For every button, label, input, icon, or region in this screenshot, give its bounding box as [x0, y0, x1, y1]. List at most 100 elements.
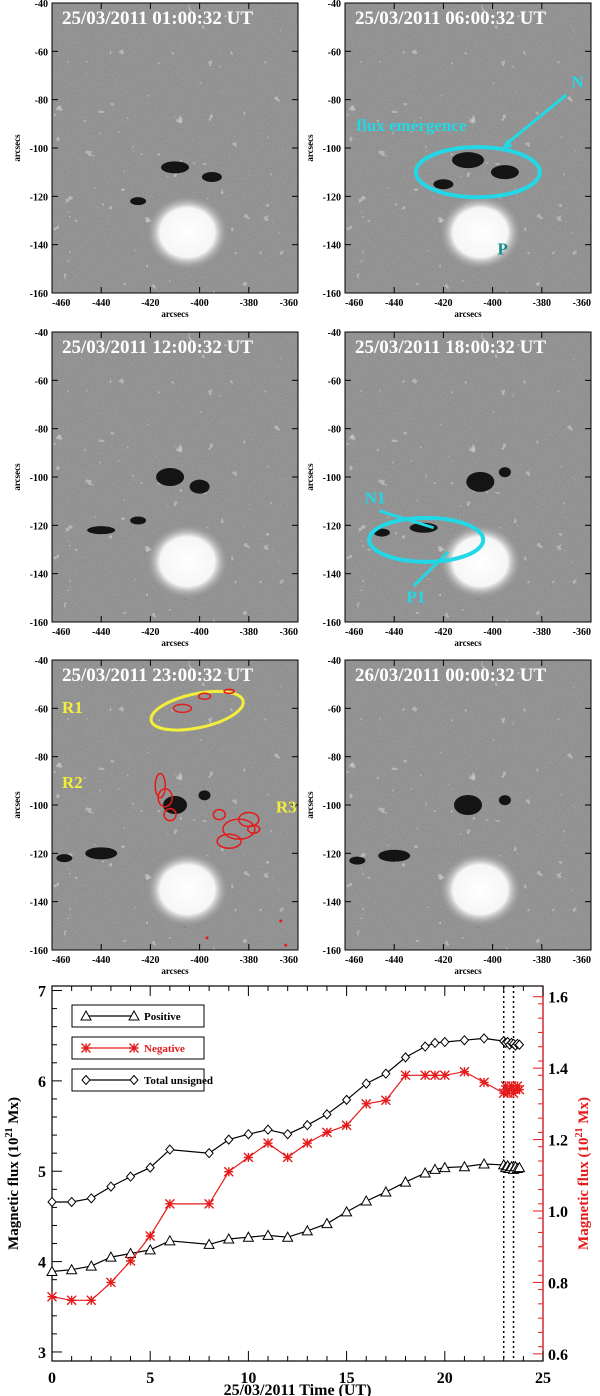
data-point — [204, 1147, 214, 1159]
x-tick-label: -400 — [483, 627, 501, 638]
y-left-tick-label: 6 — [38, 1074, 46, 1091]
y-tick-label: -160 — [30, 289, 48, 300]
y-tick-label: -140 — [323, 570, 341, 581]
negative-flux-patch — [373, 528, 390, 537]
x-tick-label: -400 — [483, 955, 501, 966]
x-tick-label: -440 — [385, 627, 403, 638]
data-point — [380, 1185, 392, 1197]
panel-title: 25/03/2011 12:00:32 UT — [62, 337, 253, 358]
data-point — [46, 1265, 58, 1277]
x-tick-label: 0 — [48, 1370, 56, 1387]
data-point — [222, 1232, 235, 1244]
data-point — [47, 1196, 57, 1208]
contour-dot — [284, 943, 288, 947]
negative-flux-patch — [349, 856, 366, 865]
negative-flux-patch — [378, 849, 411, 862]
flux-emergence-label: flux emergence — [356, 116, 466, 135]
x-tick-label: -460 — [345, 298, 363, 309]
data-point — [145, 1231, 156, 1241]
data-point — [430, 1037, 440, 1049]
x-axis-label: arcsecs — [454, 966, 482, 976]
x-tick-label: -360 — [573, 627, 591, 638]
magnetogram-panel-1: 25/03/2011 01:00:32 UT -460 -440 -420 -400 -3… — [12, 0, 299, 319]
x-tick-label: -440 — [92, 627, 110, 638]
magnetogram-panel-5: 25/03/2011 23:00:32 UT -460 -440 -420 -400 -3… — [12, 656, 299, 976]
data-point — [458, 1160, 471, 1172]
y-tick-label: -100 — [323, 144, 341, 155]
data-point — [281, 1231, 294, 1242]
data-point — [86, 1295, 97, 1306]
y-tick-label: -60 — [35, 376, 48, 387]
y-tick-label: -60 — [328, 704, 341, 715]
y-tick-label: -40 — [35, 0, 48, 10]
y-axis-label: arcsecs — [12, 791, 22, 819]
negative-flux-patch — [490, 165, 519, 180]
y-tick-label: -140 — [323, 241, 341, 252]
data-point — [105, 1251, 117, 1262]
data-point — [128, 1009, 140, 1021]
legend: Positive Negative Total unsigned — [71, 1004, 213, 1092]
x-tick-label: -360 — [280, 627, 298, 638]
x-tick-label: -420 — [434, 627, 452, 638]
x-axis-label: arcsecs — [454, 638, 482, 648]
x-axis-label: arcsecs — [161, 638, 189, 648]
y-tick-label: -80 — [328, 96, 341, 107]
data-point — [513, 1161, 526, 1173]
panel-title: 25/03/2011 18:00:32 UT — [355, 337, 546, 358]
data-point — [322, 1109, 332, 1120]
contour — [172, 703, 193, 714]
y-tick-label: -80 — [328, 425, 341, 436]
data-point — [125, 1171, 136, 1182]
y-right-tick-label: 1.6 — [548, 990, 568, 1007]
data-point — [223, 1166, 234, 1177]
data-point — [164, 1198, 175, 1209]
y-tick-label: -140 — [30, 898, 48, 909]
y-tick-label: -100 — [30, 144, 48, 155]
data-point — [459, 1066, 470, 1077]
y-tick-label: -80 — [35, 753, 48, 764]
y-tick-label: -140 — [30, 241, 48, 252]
data-point — [400, 1052, 411, 1063]
contour — [246, 824, 261, 834]
negative-flux-patch — [201, 172, 222, 182]
y-axis-label: arcsecs — [305, 791, 315, 819]
y-tick-label: -40 — [35, 328, 48, 339]
y-tick-label: -100 — [323, 801, 341, 812]
data-point — [508, 1088, 519, 1099]
x-tick-label: -380 — [240, 627, 258, 638]
data-point — [263, 1124, 273, 1135]
p1-arrow — [412, 550, 450, 587]
y-left-tick-label: 4 — [38, 1255, 46, 1272]
x-tick-label: -360 — [573, 298, 591, 309]
contour — [154, 772, 166, 799]
x-axis-label: arcsecs — [161, 966, 189, 976]
x-tick-label: -380 — [240, 955, 258, 966]
y-tick-label: -120 — [323, 849, 341, 860]
data-point — [512, 1081, 523, 1091]
x-tick-label: -460 — [52, 627, 70, 638]
x-tick-label: -420 — [434, 955, 452, 966]
legend-label: Total unsigned — [144, 1075, 213, 1087]
y-axis-label: arcsecs — [12, 463, 22, 491]
data-point — [85, 1260, 98, 1271]
x-tick-label: -360 — [280, 298, 298, 309]
x-tick-label: -380 — [533, 627, 551, 638]
magnetogram-panel-3: 25/03/2011 12:00:32 UT -460 -440 -420 -400 -3… — [12, 328, 299, 648]
x-tick-label: -460 — [52, 955, 70, 966]
x-tick-label: 20 — [437, 1370, 453, 1387]
y-axis-label: arcsecs — [12, 134, 22, 162]
y-tick-label: -160 — [323, 618, 341, 629]
y-tick-label: -60 — [328, 376, 341, 387]
data-point — [282, 1152, 293, 1163]
data-point — [400, 1070, 411, 1081]
magnetogram-panels: 25/03/2011 01:00:32 UT -460 -440 -420 -400 -3… — [12, 0, 592, 976]
data-point — [262, 1229, 274, 1240]
data-point — [478, 1157, 490, 1169]
data-point — [242, 1231, 255, 1242]
x-tick-label: -420 — [141, 298, 159, 309]
x-tick-label: -400 — [190, 955, 208, 966]
y-tick-label: -80 — [35, 96, 48, 107]
data-point — [80, 1009, 92, 1021]
negative-flux-patch — [87, 526, 116, 535]
